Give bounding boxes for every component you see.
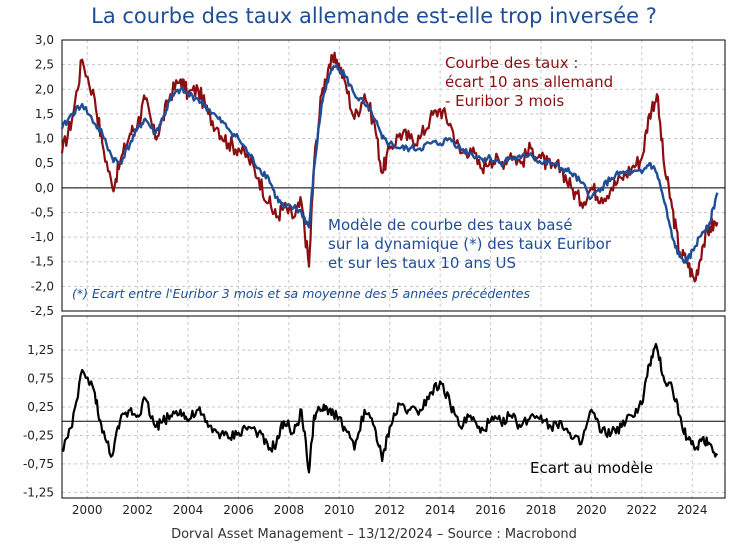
x-tick-label: 2018	[526, 503, 557, 517]
y-tick-label: -0,75	[23, 457, 54, 471]
series-gap-to-model	[61, 342, 719, 474]
y-tick-label: 1,0	[35, 132, 54, 146]
annotation-gap-label: Ecart au modèle	[530, 459, 653, 477]
top-y-tick-labels: 3,0 2,5 2,0 1,5 1,0 0,5 0,0 -0,5 -1,0 -1,5 -2,0 -2,…	[31, 33, 54, 318]
chart-title: La courbe des taux allemande est-elle tr…	[91, 4, 657, 28]
x-tick-label: 2016	[475, 503, 506, 517]
y-tick-label: 0,0	[35, 181, 54, 195]
x-tick-labels: 2000 2002 2004 2006 2008 2010 2012 2014 2016 2018…	[72, 503, 708, 517]
y-tick-label: 0,75	[27, 372, 54, 386]
x-tick-label: 2022	[627, 503, 658, 517]
x-tick-label: 2010	[324, 503, 355, 517]
top-panel-frame	[61, 39, 726, 312]
y-tick-label: -2,5	[31, 304, 54, 318]
y-tick-label: 0,5	[35, 156, 54, 170]
x-tick-label: 2012	[374, 503, 405, 517]
bottom-panel-grid	[62, 316, 725, 498]
x-tick-label: 2008	[274, 503, 305, 517]
y-tick-label: 2,0	[35, 82, 54, 96]
y-tick-label: -0,25	[23, 428, 54, 442]
x-tick-label: 2020	[576, 503, 607, 517]
x-tick-label: 2000	[72, 503, 103, 517]
x-tick-label: 2014	[425, 503, 456, 517]
series-model	[60, 63, 719, 264]
annotation-footnote: (*) Ecart entre l'Euribor 3 mois et sa m…	[72, 286, 530, 301]
y-tick-label: -1,0	[31, 230, 54, 244]
y-tick-label: 1,5	[35, 107, 54, 121]
y-tick-label: -1,5	[31, 255, 54, 269]
y-tick-label: 0,25	[27, 400, 54, 414]
bottom-y-tick-labels: 1,25 0,75 0,25 -0,25 -0,75 -1,25	[23, 343, 54, 499]
y-tick-label: 3,0	[35, 33, 54, 47]
y-tick-label: 1,25	[27, 343, 54, 357]
x-tick-label: 2004	[173, 503, 204, 517]
source-footer: Dorval Asset Management – 13/12/2024 – S…	[171, 527, 577, 542]
annotation-blue-line1: Modèle de courbe des taux basé	[328, 216, 572, 234]
y-tick-label: -1,25	[23, 485, 54, 499]
annotation-red-line2: écart 10 ans allemand	[445, 73, 613, 91]
x-tick-label: 2024	[677, 503, 708, 517]
x-tick-label: 2002	[122, 503, 153, 517]
y-tick-label: -2,0	[31, 279, 54, 293]
annotation-red-line1: Courbe des taux :	[445, 54, 578, 72]
y-tick-label: -0,5	[31, 205, 54, 219]
y-tick-label: 2,5	[35, 58, 54, 72]
x-tick-label: 2006	[223, 503, 254, 517]
series-yield-curve	[60, 51, 719, 283]
annotation-blue-line2: sur la dynamique (*) des taux Euribor	[328, 235, 612, 253]
annotation-red-line3: - Euribor 3 mois	[445, 92, 564, 110]
bottom-panel-frame	[61, 315, 726, 499]
annotation-blue-line3: et sur les taux 10 ans US	[328, 254, 516, 272]
